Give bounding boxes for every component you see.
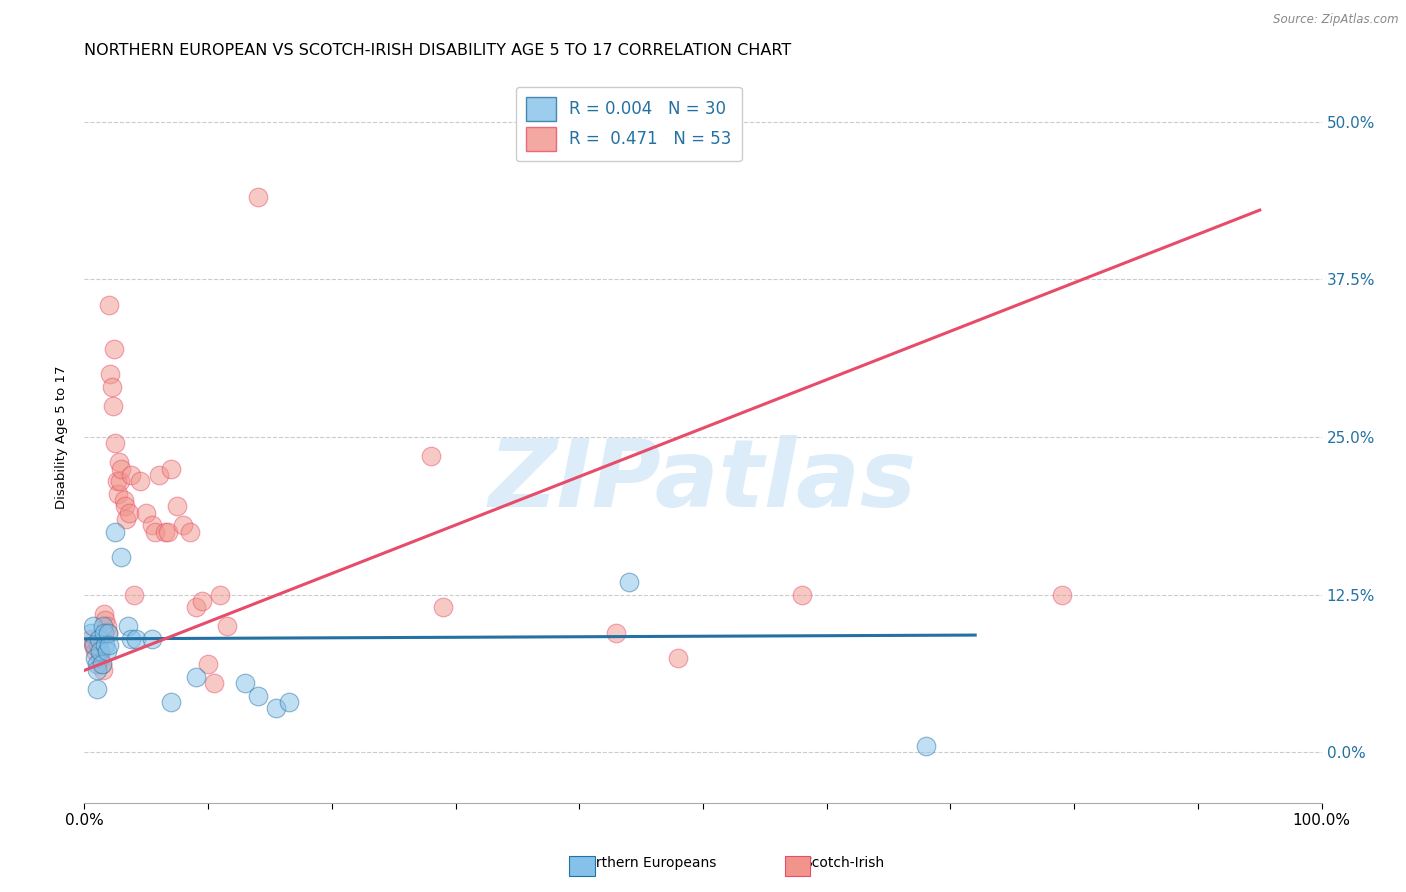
Point	[110, 549, 132, 564]
Point	[264, 701, 287, 715]
Point	[110, 461, 132, 475]
Point	[84, 650, 107, 665]
Point	[90, 657, 112, 671]
Point	[83, 638, 105, 652]
Point	[89, 644, 111, 658]
Point	[91, 619, 114, 633]
Y-axis label: Disability Age 5 to 17: Disability Age 5 to 17	[55, 366, 69, 508]
Point	[125, 632, 148, 646]
Point	[84, 644, 107, 658]
Point	[184, 600, 207, 615]
Point	[432, 600, 454, 615]
Point	[94, 638, 117, 652]
Point	[1050, 588, 1073, 602]
Point	[246, 689, 269, 703]
Point	[86, 682, 108, 697]
Point	[148, 467, 170, 482]
Point	[112, 493, 135, 508]
Point	[89, 650, 111, 665]
Point	[605, 625, 627, 640]
Point	[914, 739, 936, 753]
Point	[104, 436, 127, 450]
Point	[118, 506, 141, 520]
Point	[108, 455, 131, 469]
Point	[79, 632, 101, 646]
Point	[89, 644, 111, 658]
Point	[98, 367, 121, 381]
Point	[110, 474, 132, 488]
Point	[101, 399, 124, 413]
Point	[141, 518, 163, 533]
Point	[122, 588, 145, 602]
Point	[98, 298, 121, 312]
Point	[86, 664, 108, 678]
Text: Scotch-Irish: Scotch-Irish	[803, 855, 884, 870]
Point	[617, 575, 640, 590]
Point	[129, 474, 152, 488]
Point	[143, 524, 166, 539]
Point	[153, 524, 176, 539]
Point	[96, 644, 118, 658]
Point	[160, 695, 183, 709]
Point	[90, 657, 112, 671]
Point	[82, 638, 104, 652]
Point	[87, 638, 110, 652]
Text: ZIPatlas: ZIPatlas	[489, 435, 917, 527]
Point	[89, 632, 111, 646]
Point	[157, 524, 180, 539]
Point	[94, 613, 117, 627]
Point	[97, 625, 120, 640]
Point	[246, 190, 269, 204]
Point	[97, 625, 120, 640]
Point	[91, 664, 114, 678]
Point	[100, 379, 122, 393]
Point	[120, 632, 142, 646]
Point	[166, 500, 188, 514]
Point	[120, 467, 142, 482]
Point	[93, 625, 115, 640]
Point	[141, 632, 163, 646]
Point	[172, 518, 194, 533]
Point	[160, 461, 183, 475]
Text: Northern Europeans: Northern Europeans	[576, 855, 717, 870]
Text: Source: ZipAtlas.com: Source: ZipAtlas.com	[1274, 13, 1399, 27]
Point	[105, 474, 128, 488]
Point	[115, 512, 138, 526]
Point	[179, 524, 201, 539]
Point	[184, 670, 207, 684]
Point	[114, 500, 136, 514]
Point	[209, 588, 232, 602]
Point	[135, 506, 157, 520]
Point	[666, 650, 689, 665]
Point	[117, 619, 139, 633]
Point	[86, 657, 108, 671]
Point	[96, 619, 118, 633]
Point	[107, 487, 129, 501]
Point	[103, 342, 125, 356]
Point	[197, 657, 219, 671]
Point	[98, 638, 121, 652]
Point	[82, 619, 104, 633]
Legend: R = 0.004   N = 30, R =  0.471   N = 53: R = 0.004 N = 30, R = 0.471 N = 53	[516, 87, 741, 161]
Point	[93, 607, 115, 621]
Point	[191, 594, 214, 608]
Text: NORTHERN EUROPEAN VS SCOTCH-IRISH DISABILITY AGE 5 TO 17 CORRELATION CHART: NORTHERN EUROPEAN VS SCOTCH-IRISH DISABI…	[84, 43, 792, 58]
Point	[202, 676, 225, 690]
Point	[277, 695, 299, 709]
Point	[215, 619, 238, 633]
Point	[104, 524, 127, 539]
Point	[419, 449, 441, 463]
Point	[790, 588, 813, 602]
Point	[233, 676, 256, 690]
Point	[79, 625, 101, 640]
